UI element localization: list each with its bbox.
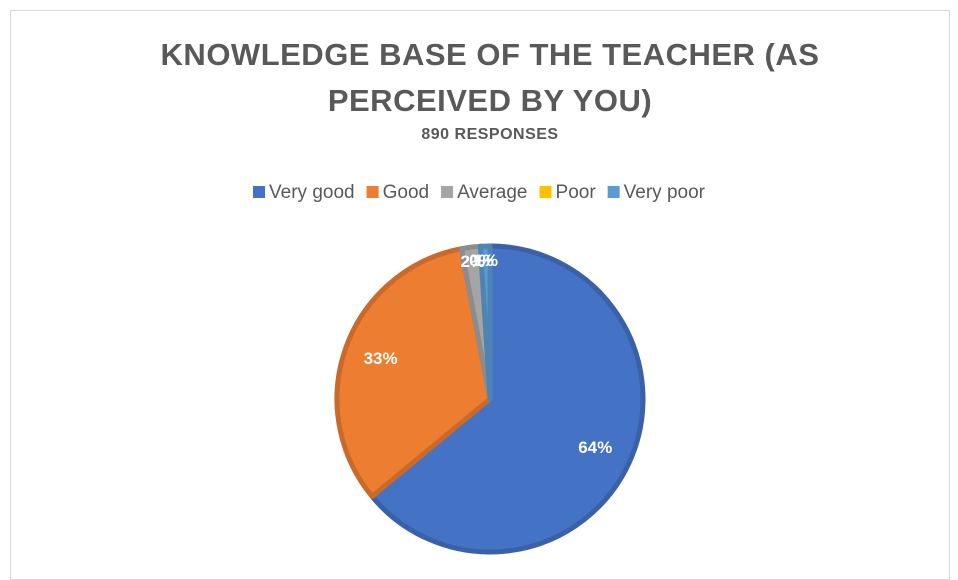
pie-slice [369, 243, 646, 555]
pie-slice [334, 246, 493, 500]
legend-swatch [607, 186, 620, 198]
data-label: 64% [578, 438, 612, 457]
legend-swatch [441, 186, 454, 198]
legend-swatch [253, 186, 266, 198]
legend-swatch [539, 186, 552, 198]
chart-title: KNOWLEDGE BASE OF THE TEACHER (AS PERCEI… [160, 37, 820, 118]
data-label: 33% [364, 349, 398, 368]
chart-subtitle: 890 RESPONSES [421, 126, 559, 143]
pie-slice [477, 243, 493, 402]
data-label: 1% [473, 251, 498, 270]
legend-label: Very good [269, 182, 355, 203]
legend-label: Poor [556, 182, 597, 203]
legend-label: Average [457, 182, 527, 203]
data-label: 2% [460, 252, 485, 271]
data-label: 0% [469, 251, 494, 270]
legend-label: Very poor [624, 182, 706, 203]
legend-swatch [366, 186, 379, 198]
legend-label: Good [383, 182, 429, 203]
